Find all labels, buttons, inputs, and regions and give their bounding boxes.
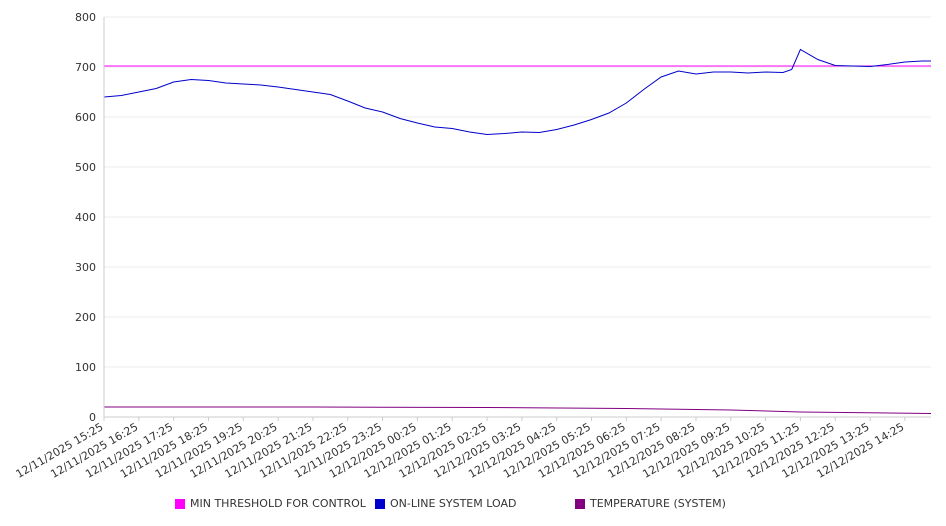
series-lines (103, 48, 932, 414)
legend-item-temperature[interactable]: TEMPERATURE (SYSTEM) (575, 497, 726, 510)
y-tick-label: 800 (75, 11, 96, 24)
y-tick-label: 100 (75, 361, 96, 374)
legend-label-min-threshold: MIN THRESHOLD FOR CONTROL (190, 497, 366, 510)
legend-swatch-online-system-load (375, 498, 385, 509)
legend-swatch-temperature (575, 498, 585, 509)
y-axis-ticks: 0 100 200 300 400 500 600 700 800 (75, 11, 96, 424)
y-tick-label: 700 (75, 61, 96, 74)
y-tick-label: 400 (75, 211, 96, 224)
y-tick-label: 300 (75, 261, 96, 274)
legend-label-temperature: TEMPERATURE (SYSTEM) (590, 497, 726, 510)
legend-swatch-min-threshold (175, 498, 185, 509)
y-tick-label: 600 (75, 111, 96, 124)
legend: MIN THRESHOLD FOR CONTROL ON-LINE SYSTEM… (0, 497, 946, 515)
series-line-temperature (104, 406, 932, 414)
y-tick-label: 500 (75, 161, 96, 174)
legend-label-online-system-load: ON-LINE SYSTEM LOAD (390, 497, 517, 510)
grid-lines (104, 16, 931, 418)
y-tick-label: 0 (89, 411, 96, 424)
y-tick-label: 200 (75, 311, 96, 324)
legend-item-online-system-load[interactable]: ON-LINE SYSTEM LOAD (375, 497, 516, 510)
series-line-online-system-load (103, 48, 931, 136)
legend-item-min-threshold[interactable]: MIN THRESHOLD FOR CONTROL (175, 497, 366, 510)
